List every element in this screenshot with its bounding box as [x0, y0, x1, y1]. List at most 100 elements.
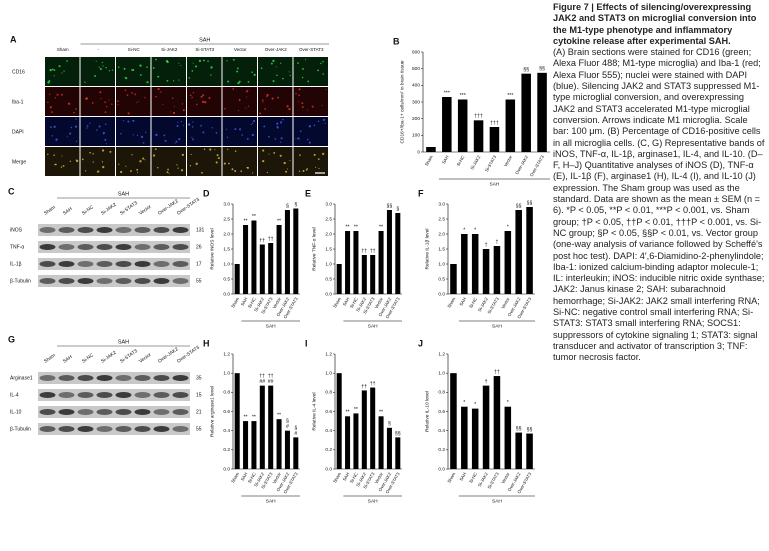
blot-band — [172, 244, 189, 250]
micrograph — [45, 57, 80, 86]
cell-dot — [139, 74, 142, 76]
bar — [426, 147, 436, 152]
cell-dot — [301, 106, 304, 109]
bar — [482, 385, 490, 469]
significance-label: † — [485, 379, 488, 385]
bar — [276, 225, 282, 294]
panel-label: J — [418, 338, 423, 348]
cell-dot — [157, 75, 160, 78]
x-axis-title: SAH — [490, 181, 500, 187]
group-label: SAH — [118, 339, 129, 345]
bar — [361, 255, 367, 294]
cell-dot — [187, 123, 191, 126]
blot-band — [96, 278, 113, 284]
y-axis-title: Relative IL-1β level — [424, 229, 430, 270]
panel-label: F — [418, 188, 424, 198]
significance-label: § — [388, 421, 391, 427]
y-tick-label: 2.5 — [223, 216, 230, 222]
cell-dot — [318, 167, 320, 170]
significance-label: ††† — [490, 120, 499, 126]
significance-label: ** — [379, 224, 383, 230]
blot-band — [134, 426, 151, 432]
blot-band — [153, 227, 170, 233]
panel-label: H — [203, 338, 210, 348]
bar — [268, 385, 274, 469]
blot-band — [153, 409, 170, 415]
x-tick-label: SAH — [240, 297, 249, 307]
cell-dot — [204, 101, 207, 104]
cell-dot — [50, 111, 53, 113]
cell-dot — [125, 165, 127, 167]
cell-dot — [247, 105, 249, 107]
cell-dot — [102, 165, 105, 169]
cell-dot — [275, 66, 277, 68]
cell-dot — [207, 60, 209, 62]
cell-dot — [178, 79, 180, 81]
cell-dot — [289, 160, 291, 162]
cell-dot — [180, 169, 184, 172]
cell-dot — [191, 70, 194, 72]
significance-label: § # — [286, 419, 289, 431]
bar — [276, 419, 282, 469]
cell-dot — [203, 59, 205, 62]
significance-label: †† — [268, 236, 274, 242]
y-tick-label: 0.8 — [325, 390, 332, 396]
cell-dot — [92, 153, 94, 155]
y-tick-label: 100 — [412, 133, 420, 139]
cell-dot — [73, 111, 75, 114]
y-axis-title: CD16+/Iba-1+ cells/mm² in brain tissue — [399, 60, 405, 143]
cell-dot — [98, 66, 100, 68]
lane-label: Vector — [138, 352, 153, 365]
y-tick-label: 0.6 — [438, 409, 445, 415]
y-tick-label: 1.5 — [438, 246, 445, 252]
bar — [386, 427, 392, 469]
cell-dot — [180, 65, 182, 67]
bar — [482, 249, 490, 294]
bar — [489, 127, 500, 152]
panel-label: C — [8, 186, 15, 196]
cell-dot — [277, 96, 279, 99]
cell-dot — [108, 99, 110, 101]
y-tick-label: 0.6 — [325, 409, 332, 415]
blot-kda: 17 — [196, 261, 202, 267]
y-tick-label: 200 — [412, 116, 420, 122]
cell-dot — [317, 120, 320, 123]
cell-dot — [152, 67, 155, 69]
cell-dot — [214, 149, 216, 151]
cell-dot — [262, 159, 265, 163]
cell-dot — [75, 159, 79, 163]
cell-dot — [251, 71, 253, 73]
blot-kda: 35 — [196, 375, 202, 381]
y-tick-label: 0.0 — [438, 466, 445, 472]
significance-label: ** — [354, 407, 358, 413]
blot-band — [153, 392, 170, 398]
significance-label: §§ — [523, 67, 529, 73]
cell-dot — [75, 140, 78, 142]
bar — [353, 231, 359, 294]
y-tick-label: 3.0 — [325, 201, 332, 207]
y-tick-label: 0.4 — [438, 428, 445, 434]
significance-label: †† — [361, 384, 367, 390]
blot-band — [58, 227, 75, 233]
x-axis-title: SAH — [492, 498, 502, 504]
micrograph — [187, 87, 222, 116]
cell-dot — [177, 167, 179, 169]
x-tick-label: Vector — [271, 471, 282, 485]
cell-dot — [227, 148, 229, 151]
significance-label: ** — [277, 413, 281, 419]
cell-dot — [226, 128, 228, 131]
cell-dot — [172, 80, 175, 82]
cell-dot — [288, 71, 290, 73]
cell-dot — [127, 112, 130, 115]
bar — [353, 413, 359, 469]
blot-kda: 21 — [196, 409, 202, 415]
lane-label: SAH — [62, 354, 74, 365]
cell-dot — [210, 74, 212, 76]
cell-dot — [54, 163, 56, 166]
cell-dot — [166, 171, 169, 174]
y-tick-label: 2.0 — [223, 231, 230, 237]
cell-dot — [102, 65, 104, 67]
cell-dot — [313, 124, 316, 127]
blot-band — [77, 409, 94, 415]
cell-dot — [189, 94, 192, 97]
